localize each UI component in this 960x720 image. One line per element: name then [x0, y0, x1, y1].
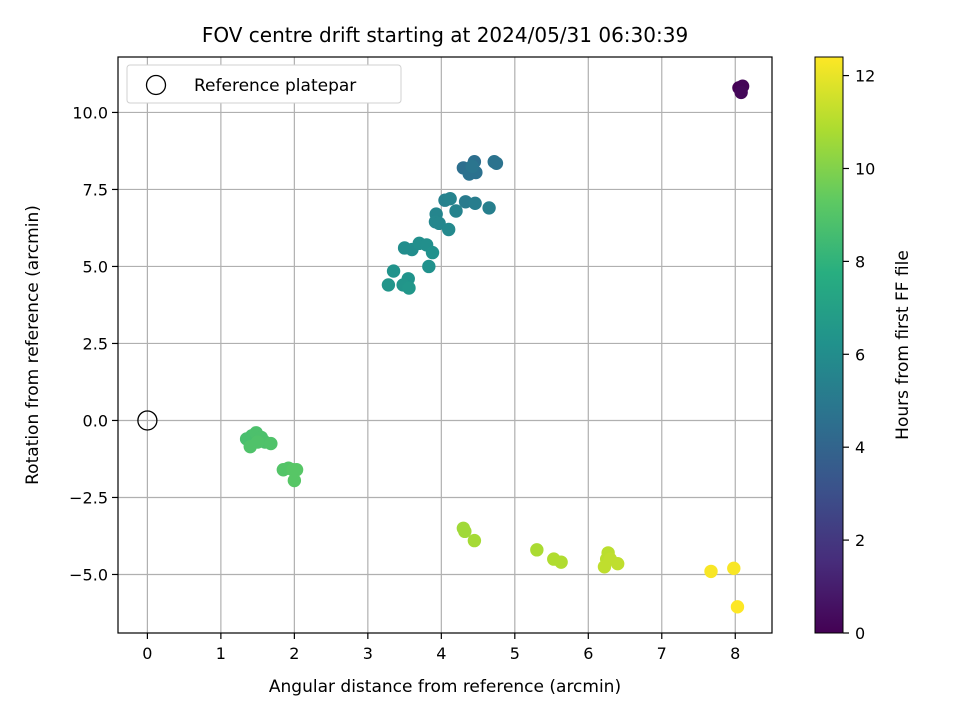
data-point — [704, 564, 718, 579]
data-point — [386, 264, 401, 278]
grid — [118, 57, 772, 633]
data-point — [610, 556, 625, 571]
data-point — [264, 436, 278, 451]
data-point — [468, 196, 482, 211]
y-tick-label: 5.0 — [83, 257, 108, 276]
x-tick-label: 4 — [436, 644, 446, 663]
chart-title: FOV centre drift starting at 2024/05/31 … — [202, 23, 688, 47]
legend-box — [126, 64, 402, 104]
x-tick-label: 5 — [510, 644, 520, 663]
x-tick-label: 1 — [216, 644, 226, 663]
data-point — [482, 201, 496, 215]
data-point — [402, 281, 416, 295]
legend-label-reference-platepar: Reference platepar — [194, 76, 356, 96]
x-tick-label: 7 — [657, 644, 667, 663]
data-point — [287, 473, 302, 488]
x-tick-label: 6 — [583, 644, 593, 663]
colorbar-tick-label: 12 — [855, 67, 875, 86]
data-point — [597, 560, 612, 574]
data-point — [467, 533, 482, 548]
x-tick-label: 2 — [289, 644, 299, 663]
data-point — [441, 222, 456, 237]
colorbar-ticks: 0 2 4 6 8 10 12 — [843, 67, 875, 643]
data-point — [422, 259, 436, 274]
data-point — [554, 555, 568, 569]
data-point — [443, 191, 457, 206]
data-point — [458, 524, 472, 539]
y-tick-label: 7.5 — [83, 180, 108, 199]
data-point — [734, 85, 748, 100]
reference-platepar-marker — [137, 410, 158, 431]
plot-frame — [117, 56, 773, 634]
colorbar-tick-label: 10 — [855, 159, 875, 178]
data-point — [730, 600, 745, 614]
colorbar-tick-label: 4 — [855, 438, 865, 457]
data-point — [465, 159, 479, 174]
data-point — [432, 216, 446, 231]
data-point — [530, 543, 544, 557]
data-points — [239, 79, 750, 614]
colorbar — [814, 56, 844, 634]
x-tick-label: 8 — [730, 644, 740, 663]
data-point — [289, 463, 304, 477]
legend-open-circle-marker — [145, 74, 167, 96]
colorbar-tick-label: 6 — [855, 345, 865, 364]
data-point — [250, 435, 265, 449]
colorbar-tick-label: 0 — [855, 624, 865, 643]
data-point — [381, 278, 396, 292]
y-tick-label: 10.0 — [72, 103, 108, 122]
y-tick-label: −2.5 — [69, 488, 108, 507]
colorbar-label: Hours from first FF file — [893, 250, 913, 440]
x-ticks: 0 1 2 3 4 5 6 7 8 — [142, 633, 740, 663]
y-tick-label: 2.5 — [83, 334, 108, 353]
colorbar-tick-label: 2 — [855, 531, 865, 550]
colorbar-tick-label: 8 — [855, 252, 865, 271]
reference-marker-group — [137, 410, 158, 431]
data-point — [489, 156, 504, 170]
data-point — [425, 245, 440, 260]
x-tick-label: 3 — [363, 644, 373, 663]
y-axis-label: Rotation from reference (arcmin) — [23, 205, 43, 485]
x-tick-label: 0 — [142, 644, 152, 663]
y-tick-label: −5.0 — [69, 565, 108, 584]
data-point — [727, 561, 741, 576]
x-axis-label: Angular distance from reference (arcmin) — [269, 677, 621, 697]
y-ticks: −5.0 −2.5 0.0 2.5 5.0 7.5 10.0 — [69, 103, 118, 584]
data-point — [449, 204, 463, 218]
y-tick-label: 0.0 — [83, 411, 108, 430]
legend: Reference platepar — [126, 64, 402, 104]
